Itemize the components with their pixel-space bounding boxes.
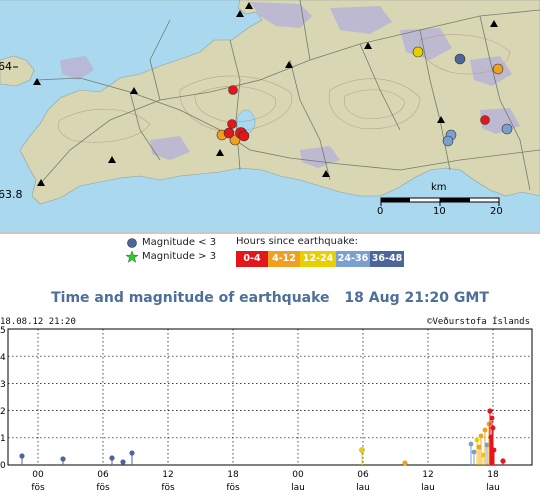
plot-timestamp: 18 Aug 21:20 GMT — [344, 290, 489, 306]
lat-label-top: 64 — [0, 60, 12, 73]
svg-text:fös: fös — [31, 483, 45, 493]
svg-text:3: 3 — [0, 380, 6, 390]
y-axis-labels: 0 1 2 3 4 5 — [0, 326, 6, 471]
reykjanes-peninsula-land — [0, 0, 540, 205]
svg-text:lau: lau — [421, 483, 435, 493]
hours-badge-4-12: 4-12 — [268, 251, 300, 267]
hours-badge-0-4: 0-4 — [236, 251, 268, 267]
svg-text:06: 06 — [97, 470, 109, 480]
svg-text:lau: lau — [356, 483, 370, 493]
svg-text:km: km — [431, 182, 447, 193]
lat-label-bottom: 63.8 — [0, 188, 23, 201]
plot-title-text: Time and magnitude of earthquake — [51, 290, 330, 306]
svg-text:10: 10 — [433, 206, 446, 217]
small-magnitude-circle-icon — [127, 238, 137, 248]
plot-grid-vertical — [37, 329, 494, 465]
svg-text:00: 00 — [292, 470, 304, 480]
quake-dot — [223, 127, 235, 139]
svg-text:lau: lau — [291, 483, 305, 493]
svg-text:4: 4 — [0, 353, 6, 363]
svg-text:06: 06 — [357, 470, 369, 480]
quake-dot — [228, 85, 238, 95]
svg-text:0: 0 — [377, 206, 383, 217]
plot-title: Time and magnitude of earthquake 18 Aug … — [0, 290, 540, 306]
svg-text:12: 12 — [422, 470, 433, 480]
plot-frame — [7, 328, 533, 466]
quake-dot — [454, 53, 466, 65]
plot-header-right: ©Veðurstofa Íslands — [427, 317, 530, 327]
legend: Magnitude < 3 Magnitude > 3 Hours since … — [0, 234, 540, 274]
scale-bar: km 0 10 20 — [377, 182, 503, 217]
svg-text:fös: fös — [226, 483, 240, 493]
plot-header-left: 18.08.12 21:20 — [0, 317, 76, 327]
quake-dot — [501, 123, 513, 135]
svg-text:18: 18 — [227, 470, 239, 480]
earthquake-map: 64 63.8 km 0 10 20 — [0, 0, 540, 232]
map-divider — [0, 232, 540, 234]
western-headland — [0, 55, 35, 87]
large-magnitude-star-icon — [125, 250, 139, 263]
svg-text:00: 00 — [32, 470, 44, 480]
svg-text:5: 5 — [0, 326, 6, 336]
mountain-peaks — [33, 2, 498, 186]
svg-text:12: 12 — [162, 470, 173, 480]
svg-text:fös: fös — [161, 483, 175, 493]
hours-badge-36-48: 36-48 — [370, 251, 404, 267]
x-axis-labels: 00 fös 06 fös 12 fös 18 fös 00 lau 06 lau 12 la… — [31, 470, 500, 493]
quake-dot — [412, 46, 424, 58]
svg-text:1: 1 — [0, 434, 6, 444]
svg-text:18: 18 — [487, 470, 499, 480]
svg-text:fös: fös — [96, 483, 110, 493]
svg-text:20: 20 — [490, 206, 503, 217]
legend-hours-title: Hours since earthquake: — [236, 236, 359, 247]
magnitude-stems — [19, 408, 506, 466]
quake-dot — [492, 63, 504, 75]
quake-dot — [238, 130, 250, 142]
quake-dot — [480, 115, 490, 125]
quake-dot — [442, 135, 454, 147]
legend-mag-large-label: Magnitude > 3 — [142, 251, 217, 262]
svg-text:lau: lau — [486, 483, 500, 493]
legend-mag-small-label: Magnitude < 3 — [142, 237, 217, 248]
roads — [35, 0, 540, 191]
svg-text:2: 2 — [0, 407, 6, 417]
svg-text:0: 0 — [0, 461, 6, 471]
quake-dot — [227, 119, 237, 129]
hours-badge-12-24: 12-24 — [300, 251, 336, 267]
hours-badge-24-36: 24-36 — [336, 251, 370, 267]
earthquake-markers — [216, 46, 513, 147]
plot-grid-horizontal — [8, 355, 532, 439]
